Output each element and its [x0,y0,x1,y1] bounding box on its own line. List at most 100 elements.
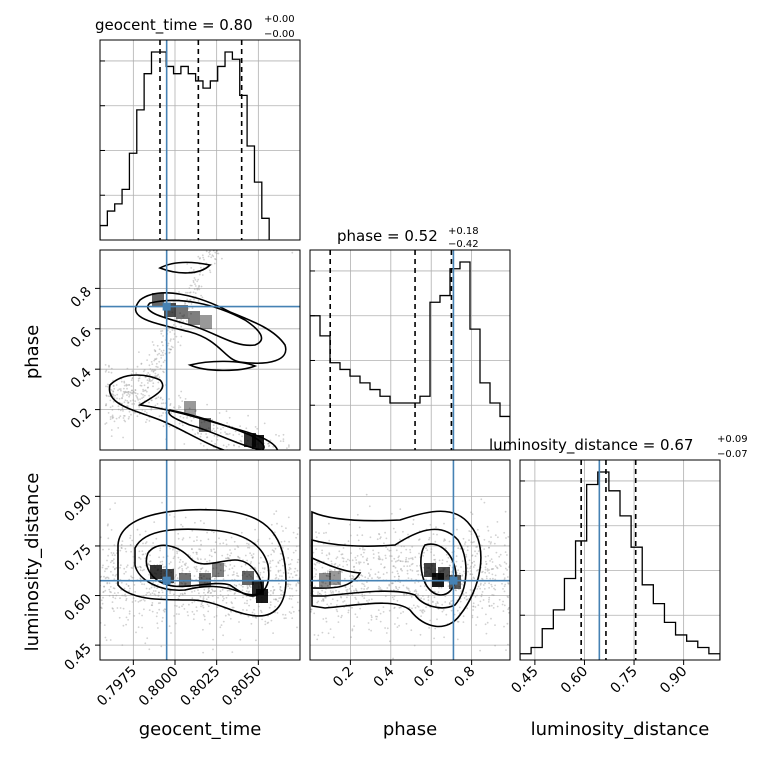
scatter-point [234,430,237,433]
scatter-point [318,592,321,595]
scatter-point [422,555,425,557]
scatter-point [292,452,294,454]
scatter-point [355,589,357,592]
scatter-point [252,596,254,599]
scatter-point [242,585,244,588]
scatter-point [289,583,292,586]
scatter-point [243,205,245,207]
scatter-point [224,230,226,232]
scatter-point [145,412,148,414]
scatter-point [294,234,296,236]
scatter-point [337,581,339,584]
scatter-point [153,521,156,523]
scatter-point [447,585,450,588]
scatter-point [132,555,135,558]
scatter-point [382,611,385,613]
scatter-point [148,380,151,382]
histogram-geocent_time [100,51,270,240]
scatter-point [242,596,244,599]
scatter-point [321,566,324,569]
truth-marker [449,576,458,585]
scatter-point [142,598,145,601]
scatter-point [156,374,159,377]
scatter-point [342,560,345,563]
scatter-point [287,572,290,574]
scatter-point [119,564,122,567]
scatter-point [136,397,139,400]
density-contour [134,292,287,364]
scatter-point [219,213,221,215]
scatter-point [260,556,262,559]
scatter-point [429,619,432,622]
scatter-point [293,471,295,473]
scatter-point [249,209,251,211]
scatter-point [491,568,494,570]
scatter-point [111,601,114,603]
scatter-point [279,440,282,442]
scatter-point [261,618,263,621]
scatter-point [150,408,153,411]
scatter-point [271,542,274,545]
scatter-point [290,572,293,575]
scatter-point [230,610,233,613]
scatter-point [317,600,320,603]
scatter-point [156,366,159,368]
scatter-point [110,429,113,431]
scatter-point [181,424,184,427]
scatter-point [148,373,151,376]
scatter-point [189,291,191,294]
scatter-point [142,393,144,396]
scatter-point [125,550,128,553]
scatter-point [188,287,191,289]
scatter-point [279,452,281,454]
scatter-point [324,591,327,593]
scatter-point [329,628,332,630]
scatter-point [175,613,178,615]
scatter-point [207,588,210,590]
scatter-point [160,350,163,352]
scatter-point [470,578,473,580]
scatter-point [268,606,271,609]
scatter-point [107,537,110,540]
scatter-point [246,587,249,590]
scatter-point [412,523,414,526]
scatter-point [335,557,338,560]
scatter-point [146,359,149,361]
scatter-point [153,593,156,595]
scatter-point [282,440,285,443]
scatter-point [196,570,198,573]
scatter-point [386,571,388,574]
scatter-point [340,553,343,556]
scatter-point [188,536,191,539]
scatter-point [269,560,272,562]
scatter-point [294,549,297,552]
density-contour [147,299,263,347]
scatter-point [223,216,225,218]
scatter-point [292,229,294,231]
scatter-point [182,537,185,539]
scatter-point [337,621,340,623]
scatter-point [265,187,267,189]
scatter-point [448,602,451,604]
scatter-point [331,598,334,600]
scatter-point [183,443,186,445]
scatter-point [333,583,335,585]
scatter-point [456,620,459,623]
scatter-point [172,346,174,349]
scatter-point [325,554,328,557]
scatter-point [282,471,284,473]
scatter-point [110,389,113,391]
scatter-point [231,606,234,609]
scatter-point [199,442,202,445]
scatter-point [234,548,236,551]
scatter-point [144,410,146,413]
scatter-point [148,609,151,611]
tick-label-x-geocent_time: 0.8025 [178,664,224,710]
scatter-point [164,565,167,568]
scatter-point [269,439,272,442]
scatter-point [134,389,137,391]
scatter-point [157,594,160,597]
scatter-point [225,565,228,568]
scatter-point [151,379,153,382]
scatter-point [243,602,246,604]
